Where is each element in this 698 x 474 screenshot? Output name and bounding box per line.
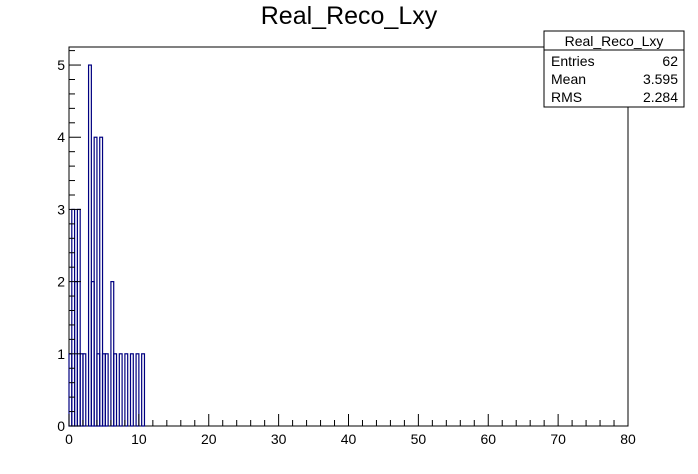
y-tick-label-2: 2: [57, 274, 65, 290]
x-tick-label-70: 70: [550, 431, 566, 447]
x-tick-label-50: 50: [411, 431, 427, 447]
x-tick-label-40: 40: [341, 431, 357, 447]
x-tick-label-0: 0: [65, 431, 73, 447]
x-tick-label-80: 80: [620, 431, 636, 447]
histogram-bin-22: [129, 353, 134, 427]
histogram-bin-24: [135, 353, 140, 427]
x-axis: 0 10 20 30 40 50 60 70 80: [65, 414, 636, 447]
histogram-bin-11: [99, 136, 104, 427]
stats-box-title: Real_Reco_Lxy: [565, 33, 664, 49]
histogram-bin-26: [141, 353, 146, 427]
stats-box: Real_Reco_Lxy Entries 62 Mean 3.595 RMS …: [543, 30, 685, 108]
stats-label-rms: RMS: [551, 89, 582, 105]
histogram-bin-13: [104, 353, 109, 427]
x-tick-label-20: 20: [201, 431, 217, 447]
stats-value-entries: 62: [662, 53, 678, 69]
y-axis: 0 1 2 3 4 5: [57, 50, 81, 434]
stats-label-entries: Entries: [551, 53, 595, 69]
y-tick-label-1: 1: [57, 346, 65, 362]
stats-value-rms: 2.284: [643, 89, 678, 105]
y-tick-label-3: 3: [57, 201, 65, 217]
histogram-bin-16: [113, 353, 118, 427]
y-tick-label-4: 4: [57, 129, 65, 145]
stats-box-frame: [543, 30, 685, 108]
stats-label-mean: Mean: [551, 71, 586, 87]
stats-value-mean: 3.595: [643, 71, 678, 87]
x-tick-label-30: 30: [271, 431, 287, 447]
histogram-bin-20: [124, 353, 129, 427]
histogram-bin-9: [93, 136, 98, 427]
x-tick-label-60: 60: [480, 431, 496, 447]
histogram-bars: [68, 64, 146, 427]
histogram-bin-18: [118, 353, 123, 427]
histogram-bin-5: [82, 353, 87, 427]
histogram-bin-7: [87, 64, 92, 427]
x-tick-label-10: 10: [131, 431, 147, 447]
y-tick-label-5: 5: [57, 57, 65, 73]
y-tick-label-0: 0: [57, 418, 65, 434]
chart-title: Real_Reco_Lxy: [261, 2, 438, 30]
